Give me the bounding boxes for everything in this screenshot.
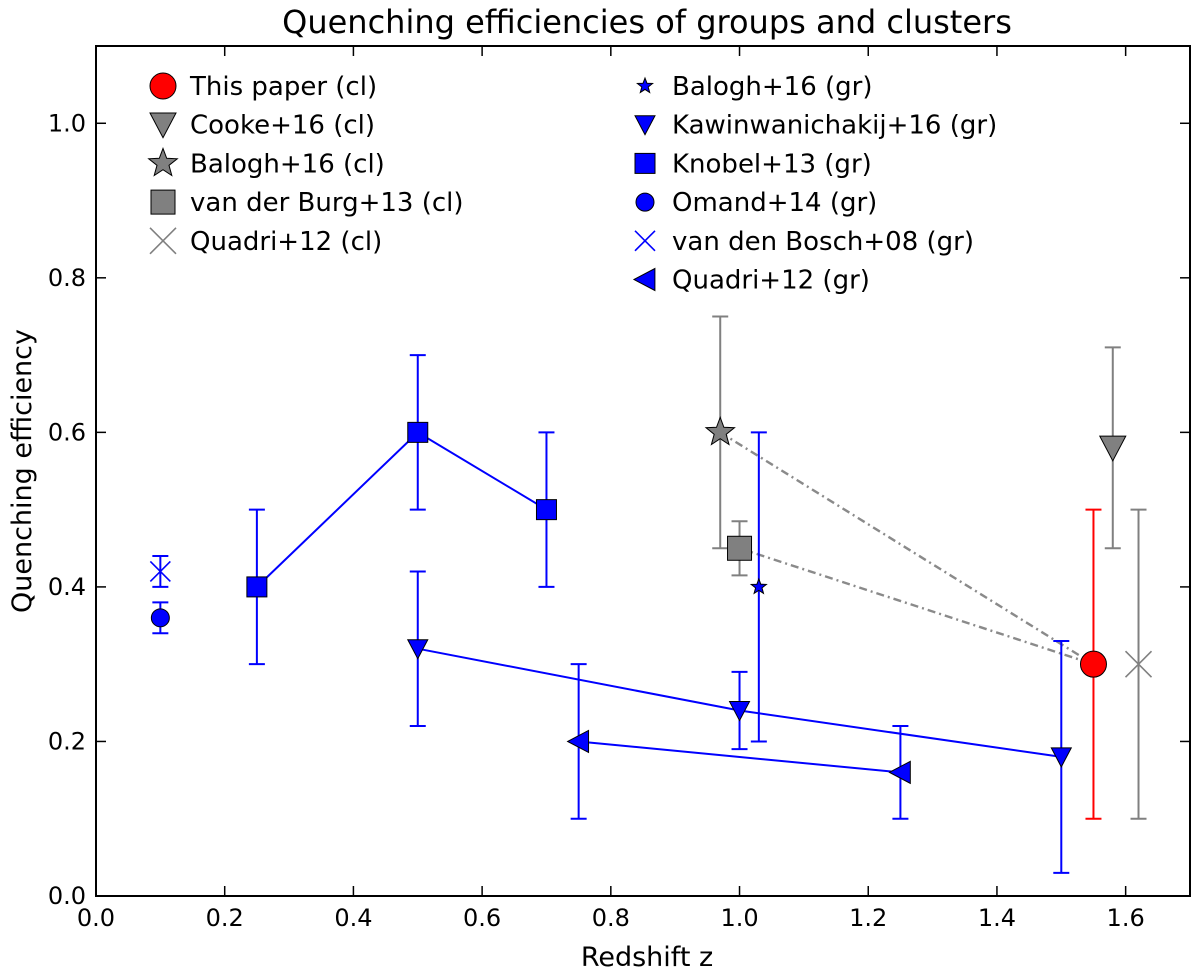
- legend-label: Quadri+12 (gr): [672, 266, 870, 296]
- legend-label: Knobel+13 (gr): [672, 149, 872, 179]
- data-point-s0-p0: [1079, 650, 1107, 678]
- data-point-s6-p0: [406, 639, 429, 660]
- legend-label: Balogh+16 (gr): [672, 72, 873, 102]
- x-tick-label: 0.2: [206, 904, 244, 932]
- legend-item: Quadri+12 (cl): [149, 227, 382, 257]
- series-line-7: [256, 431, 548, 588]
- data-point-s1-p0: [1098, 435, 1127, 462]
- y-tick-label: 0.2: [48, 727, 86, 755]
- data-point-s4-p0-stroke: [1124, 650, 1153, 678]
- legend-label: Balogh+16 (cl): [190, 149, 385, 179]
- legend-label: Kawinwanichakij+16 (gr): [672, 111, 997, 141]
- legend-marker: [632, 267, 656, 292]
- connector-line-1: [739, 547, 1094, 666]
- axis-ticks: 0.0 0.2 0.4 0.6 0.8 1.0 1.2 1.4 1.6 0.0 0.2 0.4 0.6 0…: [48, 46, 1190, 932]
- y-tick-label: 0.4: [48, 573, 86, 601]
- chart-title: Quenching efficiencies of groups and clu…: [282, 3, 1012, 41]
- data-point-s10-p1: [888, 760, 911, 785]
- legend-item: Omand+14 (gr): [635, 188, 877, 218]
- legend-item: This paper (cl): [149, 72, 377, 102]
- data-point-s9-p0-stroke: [149, 560, 171, 583]
- data-point-s4-p0: [1124, 650, 1153, 678]
- legend-label: Quadri+12 (cl): [190, 227, 382, 257]
- x-tick-label: 0.0: [77, 904, 115, 932]
- legend-item: Cooke+16 (cl): [149, 111, 375, 141]
- legend-item: van den Bosch+08 (gr): [634, 227, 974, 257]
- legend-item: van der Burg+13 (cl): [150, 188, 464, 218]
- legend-marker: [636, 76, 654, 94]
- legend-marker: [147, 146, 179, 177]
- y-tick-label: 0.6: [48, 418, 86, 446]
- legend-marker: [634, 115, 656, 136]
- legend-label: van der Burg+13 (cl): [190, 188, 464, 218]
- legend-label: Omand+14 (gr): [672, 188, 877, 218]
- data-point-s5-p0: [749, 577, 768, 595]
- y-axis-label: Quenching efficiency: [7, 329, 38, 613]
- legend-marker: [150, 189, 176, 215]
- series-line-10: [578, 740, 901, 774]
- y-tick-label: 1.0: [48, 109, 86, 137]
- data-point-s7-p1: [407, 421, 429, 443]
- y-tick-label: 0.0: [48, 882, 86, 910]
- legend-marker-stroke: [149, 227, 177, 255]
- legend-item: Balogh+16 (cl): [147, 146, 385, 179]
- legend-label: Cooke+16 (cl): [190, 111, 375, 141]
- x-tick-label: 1.2: [849, 904, 887, 932]
- x-tick-label: 0.4: [334, 904, 372, 932]
- legend: This paper (cl) Cooke+16 (cl) Balogh+16 (c…: [147, 72, 997, 296]
- data-point-s9-p0: [149, 560, 171, 583]
- legend-label: van den Bosch+08 (gr): [672, 227, 974, 257]
- legend-marker: [634, 230, 656, 252]
- x-tick-label: 1.0: [720, 904, 758, 932]
- data-point-s7-p0: [246, 576, 268, 598]
- legend-item: Kawinwanichakij+16 (gr): [634, 111, 997, 141]
- x-tick-label: 1.6: [1107, 904, 1145, 932]
- legend-marker: [634, 152, 656, 174]
- legend-marker: [149, 112, 177, 139]
- data-point-s8-p0: [150, 608, 170, 628]
- connector-line-0: [719, 431, 1095, 666]
- plot-area: [149, 315, 1153, 874]
- data-point-s10-p0: [566, 729, 590, 754]
- x-tick-label: 0.8: [592, 904, 630, 932]
- legend-item: Quadri+12 (gr): [632, 266, 870, 296]
- data-point-s6-p2: [1050, 747, 1073, 768]
- y-tick-label: 0.8: [48, 264, 86, 292]
- legend-marker-stroke: [634, 230, 656, 252]
- x-axis-label: Redshift z: [581, 942, 713, 973]
- x-tick-label: 1.4: [978, 904, 1016, 932]
- legend-marker: [149, 72, 177, 100]
- legend-marker: [635, 192, 655, 212]
- plot-frame: [95, 45, 1191, 897]
- legend-label: This paper (cl): [189, 72, 377, 102]
- legend-item: Balogh+16 (gr): [636, 72, 873, 102]
- data-point-s2-p0: [704, 415, 736, 446]
- data-point-s6-p1: [728, 701, 751, 722]
- legend-item: Knobel+13 (gr): [634, 149, 872, 179]
- legend-marker: [149, 227, 177, 255]
- x-tick-label: 0.6: [463, 904, 501, 932]
- data-point-s3-p0: [727, 535, 753, 561]
- data-point-s7-p2: [535, 499, 557, 521]
